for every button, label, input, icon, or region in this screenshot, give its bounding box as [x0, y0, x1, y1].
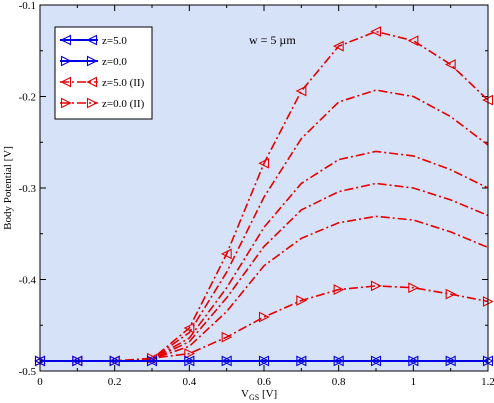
data-point — [258, 157, 270, 169]
legend-label: z=0.0 (II) — [102, 98, 145, 110]
data-point — [407, 35, 419, 47]
data-point — [408, 355, 420, 367]
legend: z=5.0 z=0.0 z=5.0 (II) z=0.0 (II) — [54, 26, 153, 120]
x-tick-label: 0.4 — [182, 376, 196, 388]
y-tick-label: -0.3 — [19, 183, 37, 195]
legend-label: z=5.0 — [102, 35, 127, 47]
data-point — [408, 282, 420, 294]
legend-items: z=5.0 z=0.0 z=5.0 (II) z=0.0 (II) — [60, 34, 145, 110]
series-layer — [34, 26, 494, 367]
legend-marker-left — [60, 76, 72, 88]
data-point — [445, 355, 457, 367]
data-point — [184, 348, 196, 360]
data-point — [370, 280, 382, 292]
legend-marker-right — [86, 76, 98, 88]
legend-entry: z=0.0 (II) — [60, 97, 145, 110]
x-tick-label: 0.2 — [108, 376, 122, 388]
data-point — [333, 355, 345, 367]
data-point — [370, 26, 382, 37]
annotation-width: w = 5 µm — [249, 33, 296, 47]
data-point — [296, 295, 308, 306]
legend-marker-left — [60, 55, 72, 67]
x-axis-label-unit: [V] — [259, 388, 277, 400]
data-point — [221, 331, 233, 343]
data-point — [258, 311, 270, 323]
x-axis-label-main: V — [241, 388, 249, 400]
data-point — [221, 355, 233, 367]
x-axis-label-sub: GS — [249, 393, 259, 402]
data-point — [183, 322, 195, 334]
legend-entry: z=0.0 — [60, 55, 127, 68]
legend-marker-right — [86, 97, 98, 109]
data-point — [109, 355, 121, 367]
data-point — [146, 355, 158, 367]
data-point — [445, 288, 457, 300]
data-point — [184, 355, 196, 367]
data-point — [258, 355, 270, 367]
data-point — [72, 355, 84, 367]
x-tick-label: 1.2 — [481, 376, 494, 388]
y-tick-label: -0.1 — [19, 0, 36, 12]
plot-frame — [39, 4, 489, 372]
data-point — [295, 85, 307, 97]
x-axis-label: VGS [V] — [241, 388, 277, 402]
data-point — [332, 40, 344, 52]
x-tick-label: 1 — [411, 376, 417, 388]
y-axis-label: Body Potential [V] — [2, 146, 14, 230]
legend-marker-right — [86, 34, 98, 46]
data-point — [296, 355, 308, 367]
x-tick-label: 0.6 — [257, 376, 271, 388]
y-tick-label: -0.2 — [19, 92, 36, 104]
legend-entry: z=5.0 (II) — [60, 76, 145, 89]
legend-marker-left — [60, 34, 72, 46]
legend-entry: z=5.0 — [60, 34, 127, 47]
data-point — [370, 355, 382, 367]
legend-label: z=5.0 (II) — [102, 77, 145, 89]
data-point — [220, 248, 232, 260]
y-tick-label: -0.5 — [19, 366, 37, 378]
legend-box — [54, 26, 153, 120]
y-tick-label: -0.4 — [19, 275, 37, 287]
data-point — [333, 284, 345, 295]
legend-label: z=0.0 — [102, 56, 127, 68]
x-tick-label: 0.8 — [332, 376, 346, 388]
data-point — [444, 59, 456, 70]
legend-marker-left — [60, 97, 72, 109]
legend-marker-right — [86, 55, 98, 67]
x-tick-label: 0 — [37, 376, 43, 388]
